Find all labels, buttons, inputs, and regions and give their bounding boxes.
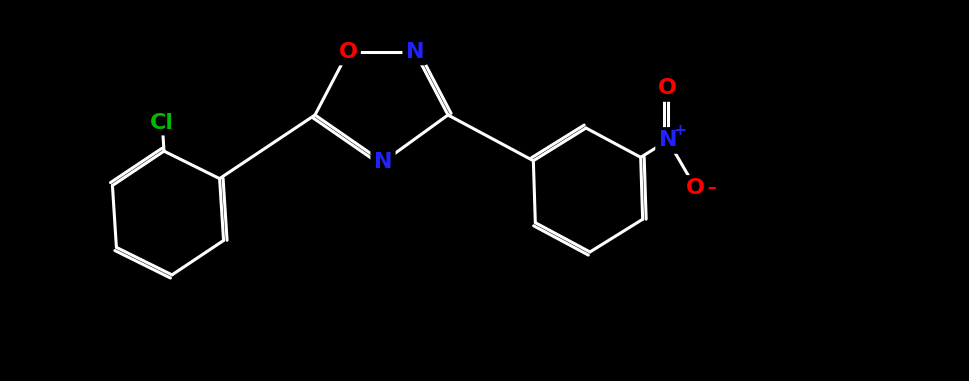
Text: N: N xyxy=(406,42,424,62)
Text: O: O xyxy=(686,178,705,199)
Text: +: + xyxy=(673,123,686,138)
Text: N: N xyxy=(374,152,392,172)
Text: Cl: Cl xyxy=(150,113,174,133)
Text: O: O xyxy=(338,42,358,62)
Text: −: − xyxy=(702,179,718,198)
Text: O: O xyxy=(658,78,677,98)
Text: N: N xyxy=(659,130,677,150)
